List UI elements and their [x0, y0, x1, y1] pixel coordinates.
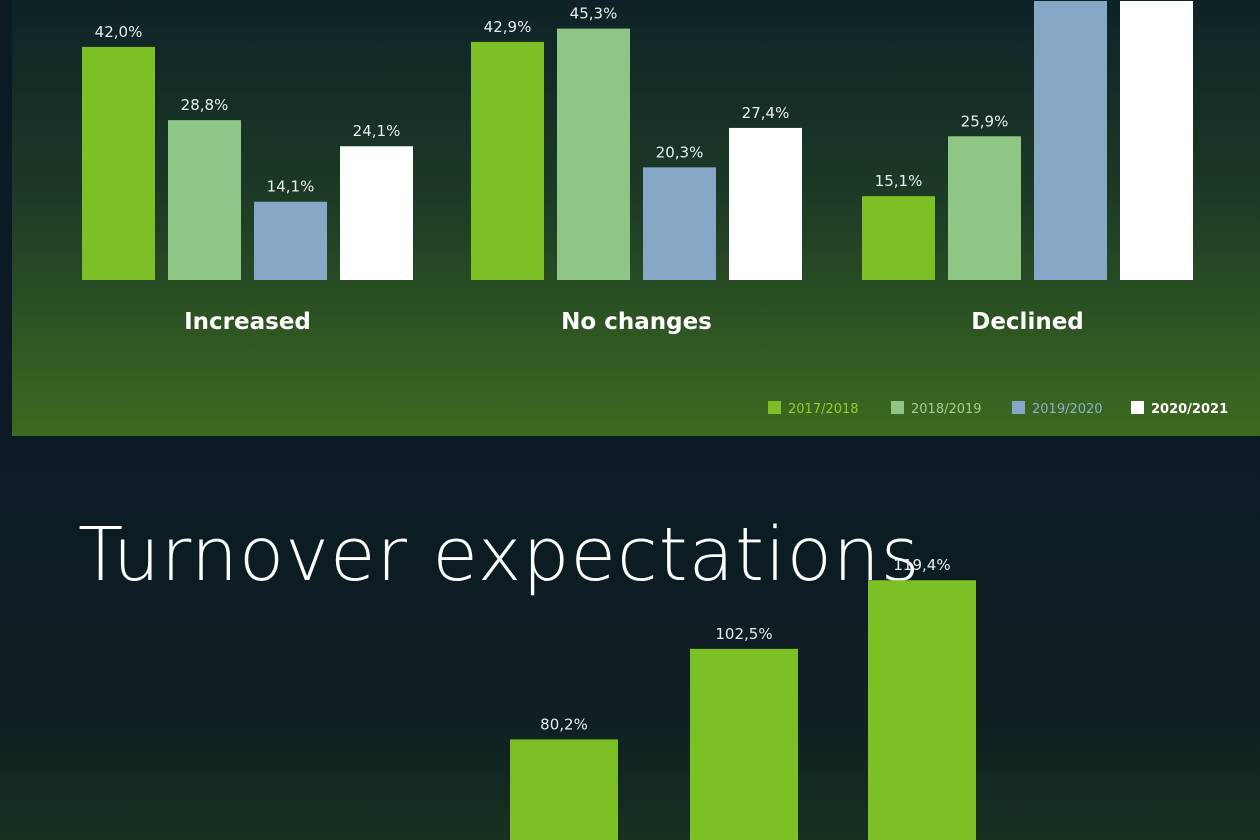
- turnover-bar: [690, 648, 798, 840]
- legend-label: 2020/2021: [1151, 402, 1228, 417]
- bar-2019-2020-declined: [1034, 1, 1107, 280]
- data-label: 20,3%: [656, 143, 704, 161]
- data-label: 28,8%: [181, 96, 229, 114]
- turnover-bar: [868, 580, 976, 840]
- category-label: Declined: [971, 309, 1084, 335]
- bar-2018-2019-increased: [168, 120, 241, 280]
- turnover-bar: [510, 739, 618, 840]
- bar-2020-2021-declined: [1120, 1, 1193, 280]
- bar-2020-2021-no-changes: [729, 127, 802, 281]
- legend-label: 2017/2018: [788, 402, 859, 417]
- legend-swatch: [1012, 401, 1025, 414]
- data-label: 102,5%: [715, 625, 772, 643]
- data-label: 42,9%: [484, 18, 532, 36]
- legend-swatch: [768, 401, 781, 414]
- bar-2019-2020-no-changes: [643, 167, 716, 280]
- bar-2017-2018-declined: [862, 196, 935, 280]
- bar-2017-2018-increased: [82, 46, 155, 281]
- data-label: 45,3%: [570, 5, 618, 23]
- bar-2020-2021-increased: [340, 146, 413, 280]
- data-label: 24,1%: [353, 122, 401, 140]
- legend-label: 2018/2019: [911, 402, 982, 417]
- grouped-bar-chart: 42,0% 42,9% 15,1% 28,8% 45,3% 25,9% 14,1% 20,3%…: [82, 1, 1228, 417]
- data-label: 119,4%: [893, 556, 950, 574]
- legend-swatch: [1131, 401, 1144, 414]
- category-label: Increased: [184, 309, 311, 335]
- legend-label: 2019/2020: [1032, 402, 1103, 417]
- data-label: 80,2%: [540, 715, 588, 733]
- legend-swatch: [891, 401, 904, 414]
- bar-2019-2020-increased: [254, 201, 327, 280]
- chart-panel-bottom: [0, 436, 1260, 840]
- category-label: No changes: [561, 309, 712, 335]
- data-label: 25,9%: [961, 112, 1009, 130]
- data-label: 42,0%: [95, 23, 143, 41]
- data-label: 27,4%: [742, 104, 790, 122]
- bar-2017-2018-no-changes: [471, 41, 544, 280]
- bar-2018-2019-no-changes: [557, 28, 630, 281]
- data-label: 15,1%: [875, 172, 923, 190]
- page-title: Turnover expectations: [78, 512, 921, 598]
- bar-2018-2019-declined: [948, 136, 1021, 280]
- data-label: 14,1%: [267, 178, 315, 196]
